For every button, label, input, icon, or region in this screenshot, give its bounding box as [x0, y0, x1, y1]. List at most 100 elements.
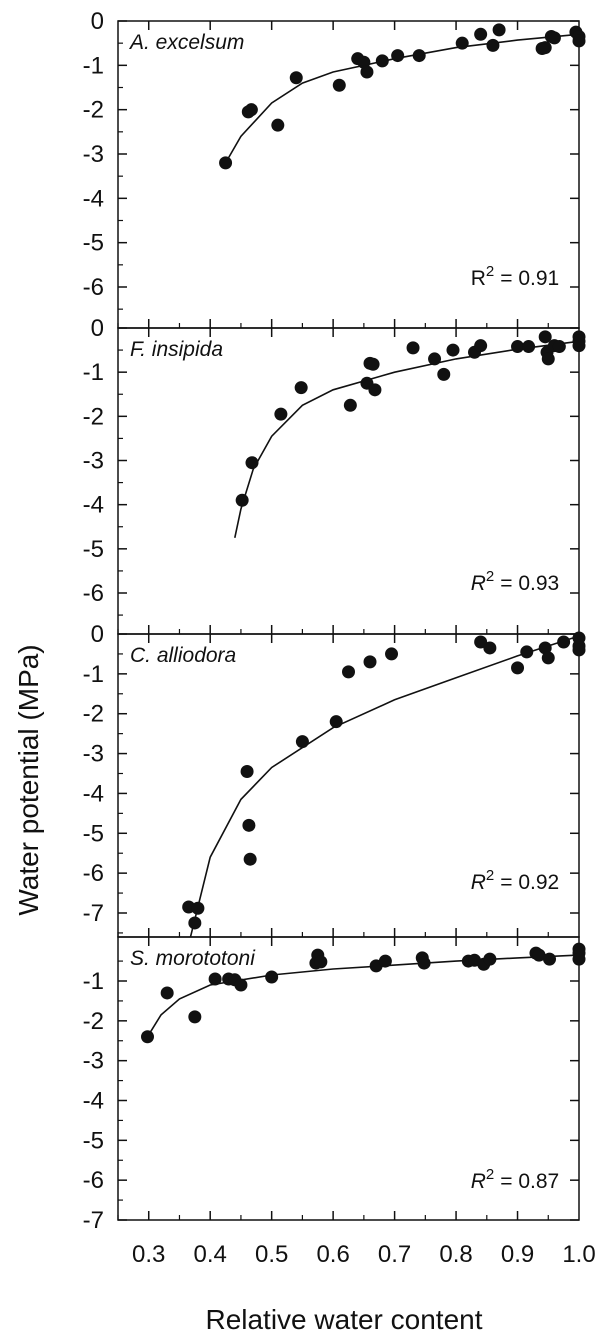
data-point: [572, 34, 586, 48]
data-point: [360, 65, 374, 79]
species-label: C. alliodora: [130, 644, 236, 667]
data-point: [572, 339, 586, 353]
data-point: [242, 818, 256, 832]
data-point: [208, 972, 222, 986]
y-tick-label: -1: [83, 968, 104, 995]
data-point: [437, 367, 451, 381]
r-squared-superscript: 2: [486, 263, 494, 280]
y-tick-label: -4: [83, 780, 104, 807]
x-tick-label: 0.5: [255, 1241, 288, 1268]
y-tick-label: 0: [91, 315, 104, 342]
data-point: [492, 23, 506, 37]
data-point: [391, 49, 405, 63]
r-squared-label: R2 = 0.87: [471, 1166, 560, 1193]
y-tick-label: 0: [91, 8, 104, 35]
data-point: [483, 641, 497, 655]
species-label: A. excelsum: [128, 31, 244, 54]
data-point: [363, 655, 377, 669]
r-squared-superscript: 2: [486, 568, 494, 585]
data-point: [188, 916, 202, 930]
data-point: [557, 635, 571, 649]
x-tick-label: 0.6: [316, 1241, 349, 1268]
data-point: [547, 31, 561, 45]
data-point: [520, 645, 534, 659]
panel-3: 0 -1 -2 -3 -4 -5 -6 -7 C. alliodora R2 = 0.92: [83, 621, 586, 938]
y-tick-label: -1: [83, 52, 104, 79]
data-point: [274, 407, 288, 421]
data-point: [289, 71, 303, 85]
data-point: [245, 456, 259, 470]
panel-4: -1 -2 -3 -4 -5 -6 -7 S. morototoni R2 = 0.87: [83, 936, 586, 1234]
x-tick-label: 0.9: [501, 1241, 534, 1268]
data-point: [219, 156, 233, 170]
fit-curve: [189, 635, 580, 938]
y-tick-label: -4: [83, 1088, 104, 1115]
y-tick-label: -3: [83, 141, 104, 168]
data-point: [532, 948, 546, 962]
y-tick-label: -3: [83, 741, 104, 768]
data-point: [366, 357, 380, 371]
r-squared-symbol: R: [471, 267, 486, 290]
y-tick-label: -4: [83, 492, 104, 519]
data-point: [538, 330, 552, 344]
data-point: [191, 901, 205, 915]
x-tick-label: 0.4: [194, 1241, 227, 1268]
y-tick-label: -2: [83, 701, 104, 728]
data-point: [412, 49, 426, 63]
panel-frame: [117, 936, 580, 1221]
r-squared-symbol: R: [471, 572, 486, 595]
y-tick-label: -3: [83, 448, 104, 475]
y-tick-label: -2: [83, 1008, 104, 1035]
fit-curve: [234, 340, 580, 538]
data-point: [265, 970, 279, 984]
r-squared-value: = 0.87: [500, 1170, 559, 1193]
data-point: [329, 715, 343, 729]
data-point: [455, 36, 469, 50]
y-tick-label: -7: [83, 1207, 104, 1234]
x-tick-label: 1.0: [562, 1241, 595, 1268]
data-point: [474, 339, 488, 353]
data-point: [538, 641, 552, 655]
data-point: [235, 493, 249, 507]
data-point: [483, 952, 497, 966]
r-squared-value: = 0.92: [500, 871, 559, 894]
data-point: [552, 340, 566, 354]
data-point: [417, 956, 431, 970]
r-squared-label: R2 = 0.91: [471, 263, 560, 290]
y-tick-label: -4: [83, 185, 104, 212]
data-point: [572, 643, 586, 657]
y-tick-label: -5: [83, 1127, 104, 1154]
data-point: [542, 952, 556, 966]
x-tick-label: 0.7: [378, 1241, 411, 1268]
x-tick-label: 0.8: [439, 1241, 472, 1268]
y-tick-label: -7: [83, 900, 104, 927]
data-point: [511, 340, 525, 354]
x-axis-title: Relative water content: [205, 1304, 482, 1335]
data-point: [343, 398, 357, 412]
data-point: [332, 78, 346, 92]
r-squared-label: R2 = 0.92: [471, 867, 560, 894]
r-squared-value: = 0.91: [500, 267, 559, 290]
y-tick-label: -5: [83, 820, 104, 847]
data-point: [385, 647, 399, 661]
data-point: [368, 383, 382, 397]
data-point: [342, 665, 355, 679]
data-point: [538, 41, 552, 55]
data-point: [428, 352, 442, 366]
y-tick-label: 0: [91, 621, 104, 648]
y-tick-label: -6: [83, 274, 104, 301]
data-point: [474, 27, 488, 41]
data-point: [243, 852, 257, 866]
data-point: [294, 381, 308, 395]
y-axis-title: Water potential (MPa): [13, 644, 44, 915]
y-tick-label: -5: [83, 230, 104, 257]
data-point: [511, 661, 525, 675]
r-squared-label: R2 = 0.93: [471, 568, 560, 595]
data-point: [378, 954, 392, 968]
panel-1: 0 -1 -2 -3 -4 -5 -6 A. excelsum R2 = 0.91: [83, 8, 586, 329]
data-point: [244, 103, 258, 117]
r-squared-superscript: 2: [486, 867, 494, 884]
data-point: [234, 978, 248, 992]
y-tick-label: -5: [83, 536, 104, 563]
